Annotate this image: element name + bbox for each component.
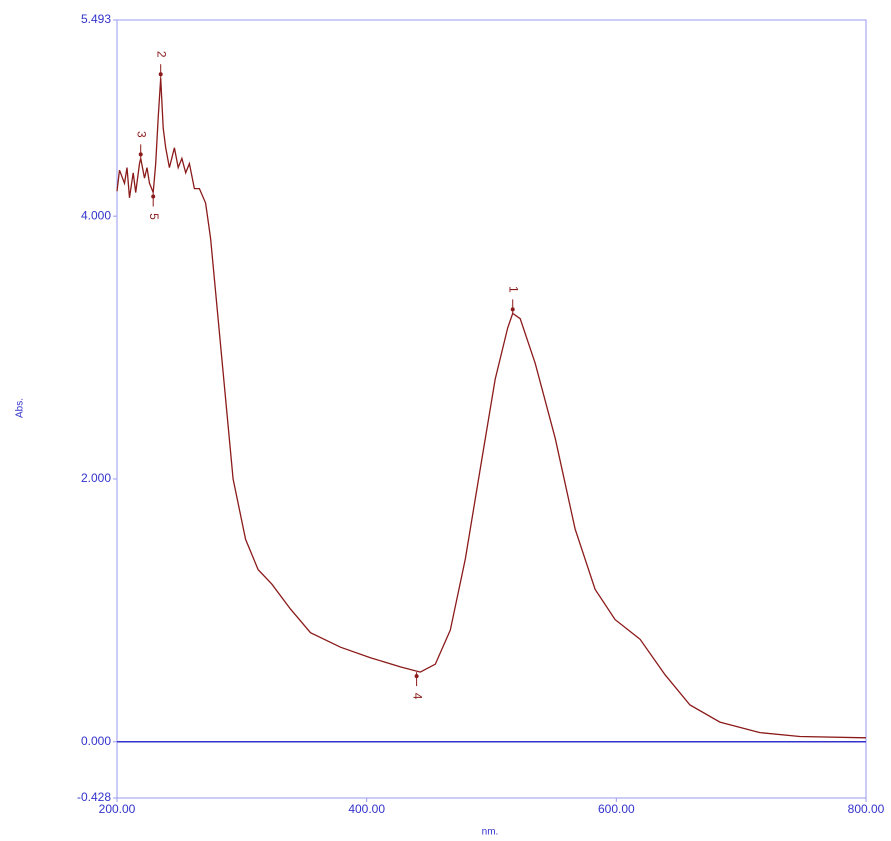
peak-label: 2 <box>155 51 169 58</box>
chart: Abs. nm. -0.4280.0002.0004.0005.493200.0… <box>0 0 891 841</box>
y-axis-label: Abs. <box>15 398 26 418</box>
x-tick-label: 800.00 <box>848 802 885 816</box>
y-tick-label: 4.000 <box>81 208 111 222</box>
plot-frame <box>117 20 866 798</box>
y-tick-label: 0.000 <box>81 734 111 748</box>
x-tick-label: 600.00 <box>598 802 635 816</box>
peak-point <box>139 152 143 156</box>
spectrum-line <box>117 78 866 738</box>
peak-label: 4 <box>410 693 424 700</box>
peak-point <box>159 72 163 76</box>
x-tick-label: 200.00 <box>99 802 136 816</box>
peak-point <box>151 195 155 199</box>
peak-point <box>511 307 515 311</box>
y-tick-label: 5.493 <box>81 12 111 26</box>
y-tick-label: 2.000 <box>81 471 111 485</box>
peak-label: 5 <box>147 213 161 220</box>
x-tick-label: 400.00 <box>348 802 385 816</box>
peak-label: 3 <box>135 131 149 138</box>
peak-label: 1 <box>507 286 521 293</box>
x-axis-label: nm. <box>482 827 499 838</box>
peak-point <box>415 674 419 678</box>
